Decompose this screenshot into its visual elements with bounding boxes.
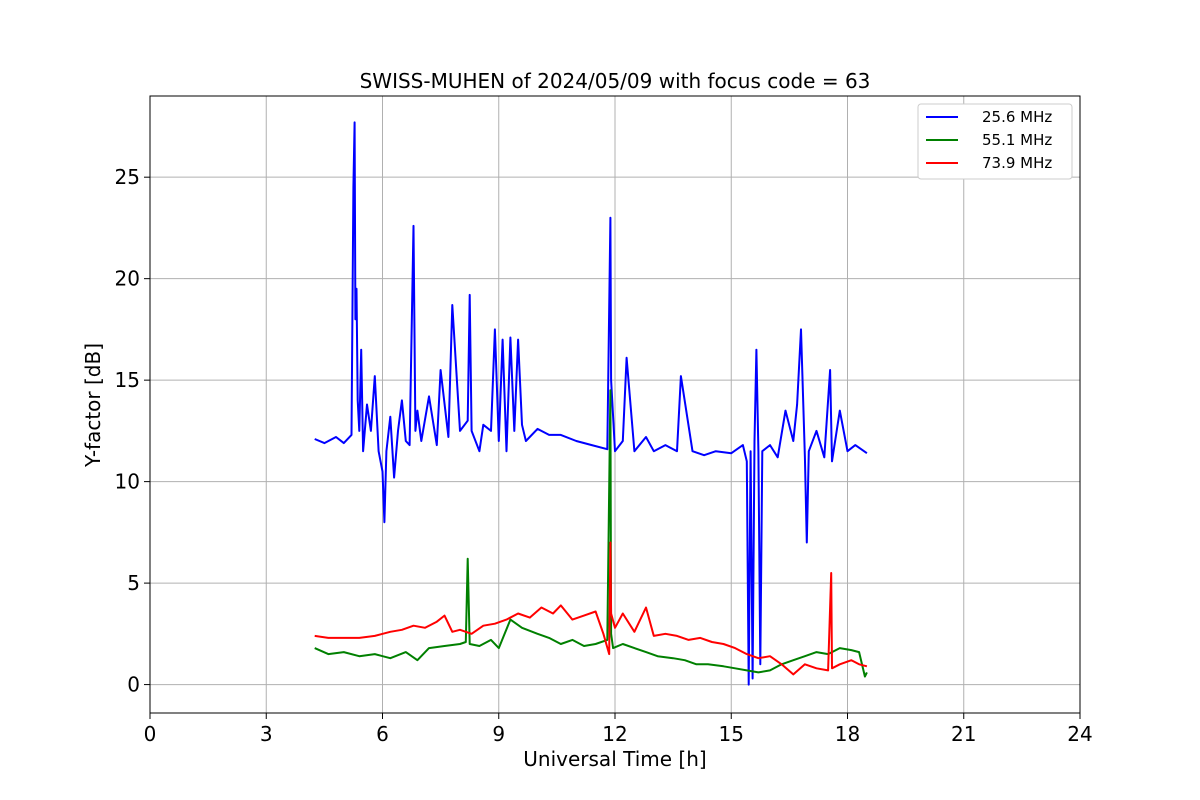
y-tick-label: 20 — [115, 267, 140, 291]
legend-label-55-1: 55.1 MHz — [982, 131, 1052, 149]
x-tick-label: 21 — [951, 722, 976, 746]
y-tick-label: 10 — [115, 470, 140, 494]
x-axis-label: Universal Time [h] — [523, 747, 706, 771]
x-tick-label: 15 — [719, 722, 744, 746]
plot-series — [314, 121, 868, 686]
x-tick-label: 18 — [835, 722, 860, 746]
x-tick-label: 6 — [376, 722, 389, 746]
legend-box — [917, 103, 1073, 180]
y-axis-label: Y-factor [dB] — [81, 343, 105, 468]
x-tick-label: 0 — [144, 722, 157, 746]
chart-title: SWISS-MUHEN of 2024/05/09 with focus cod… — [360, 69, 871, 93]
series-line-25-6-mhz — [314, 121, 868, 686]
legend-label-73-9: 73.9 MHz — [982, 154, 1052, 172]
legend: 25.6 MHz 55.1 MHz 73.9 MHz — [917, 103, 1073, 180]
x-tick-label: 24 — [1067, 722, 1092, 746]
y-tick-label: 5 — [127, 571, 140, 595]
legend-label-25-6: 25.6 MHz — [982, 108, 1052, 126]
y-tick-label: 25 — [115, 165, 140, 189]
series-line-55-1-mhz — [314, 389, 868, 678]
x-tick-label: 9 — [492, 722, 505, 746]
y-tick-label: 15 — [115, 368, 140, 392]
x-tick-label: 12 — [602, 722, 627, 746]
series-line-73-9-mhz — [314, 541, 868, 676]
y-tick-label: 0 — [127, 673, 140, 697]
x-tick-label: 3 — [260, 722, 273, 746]
axis-ticks: 0 3 6 9 12 15 18 21 24 0 5 10 15 20 25 — [115, 165, 1093, 746]
